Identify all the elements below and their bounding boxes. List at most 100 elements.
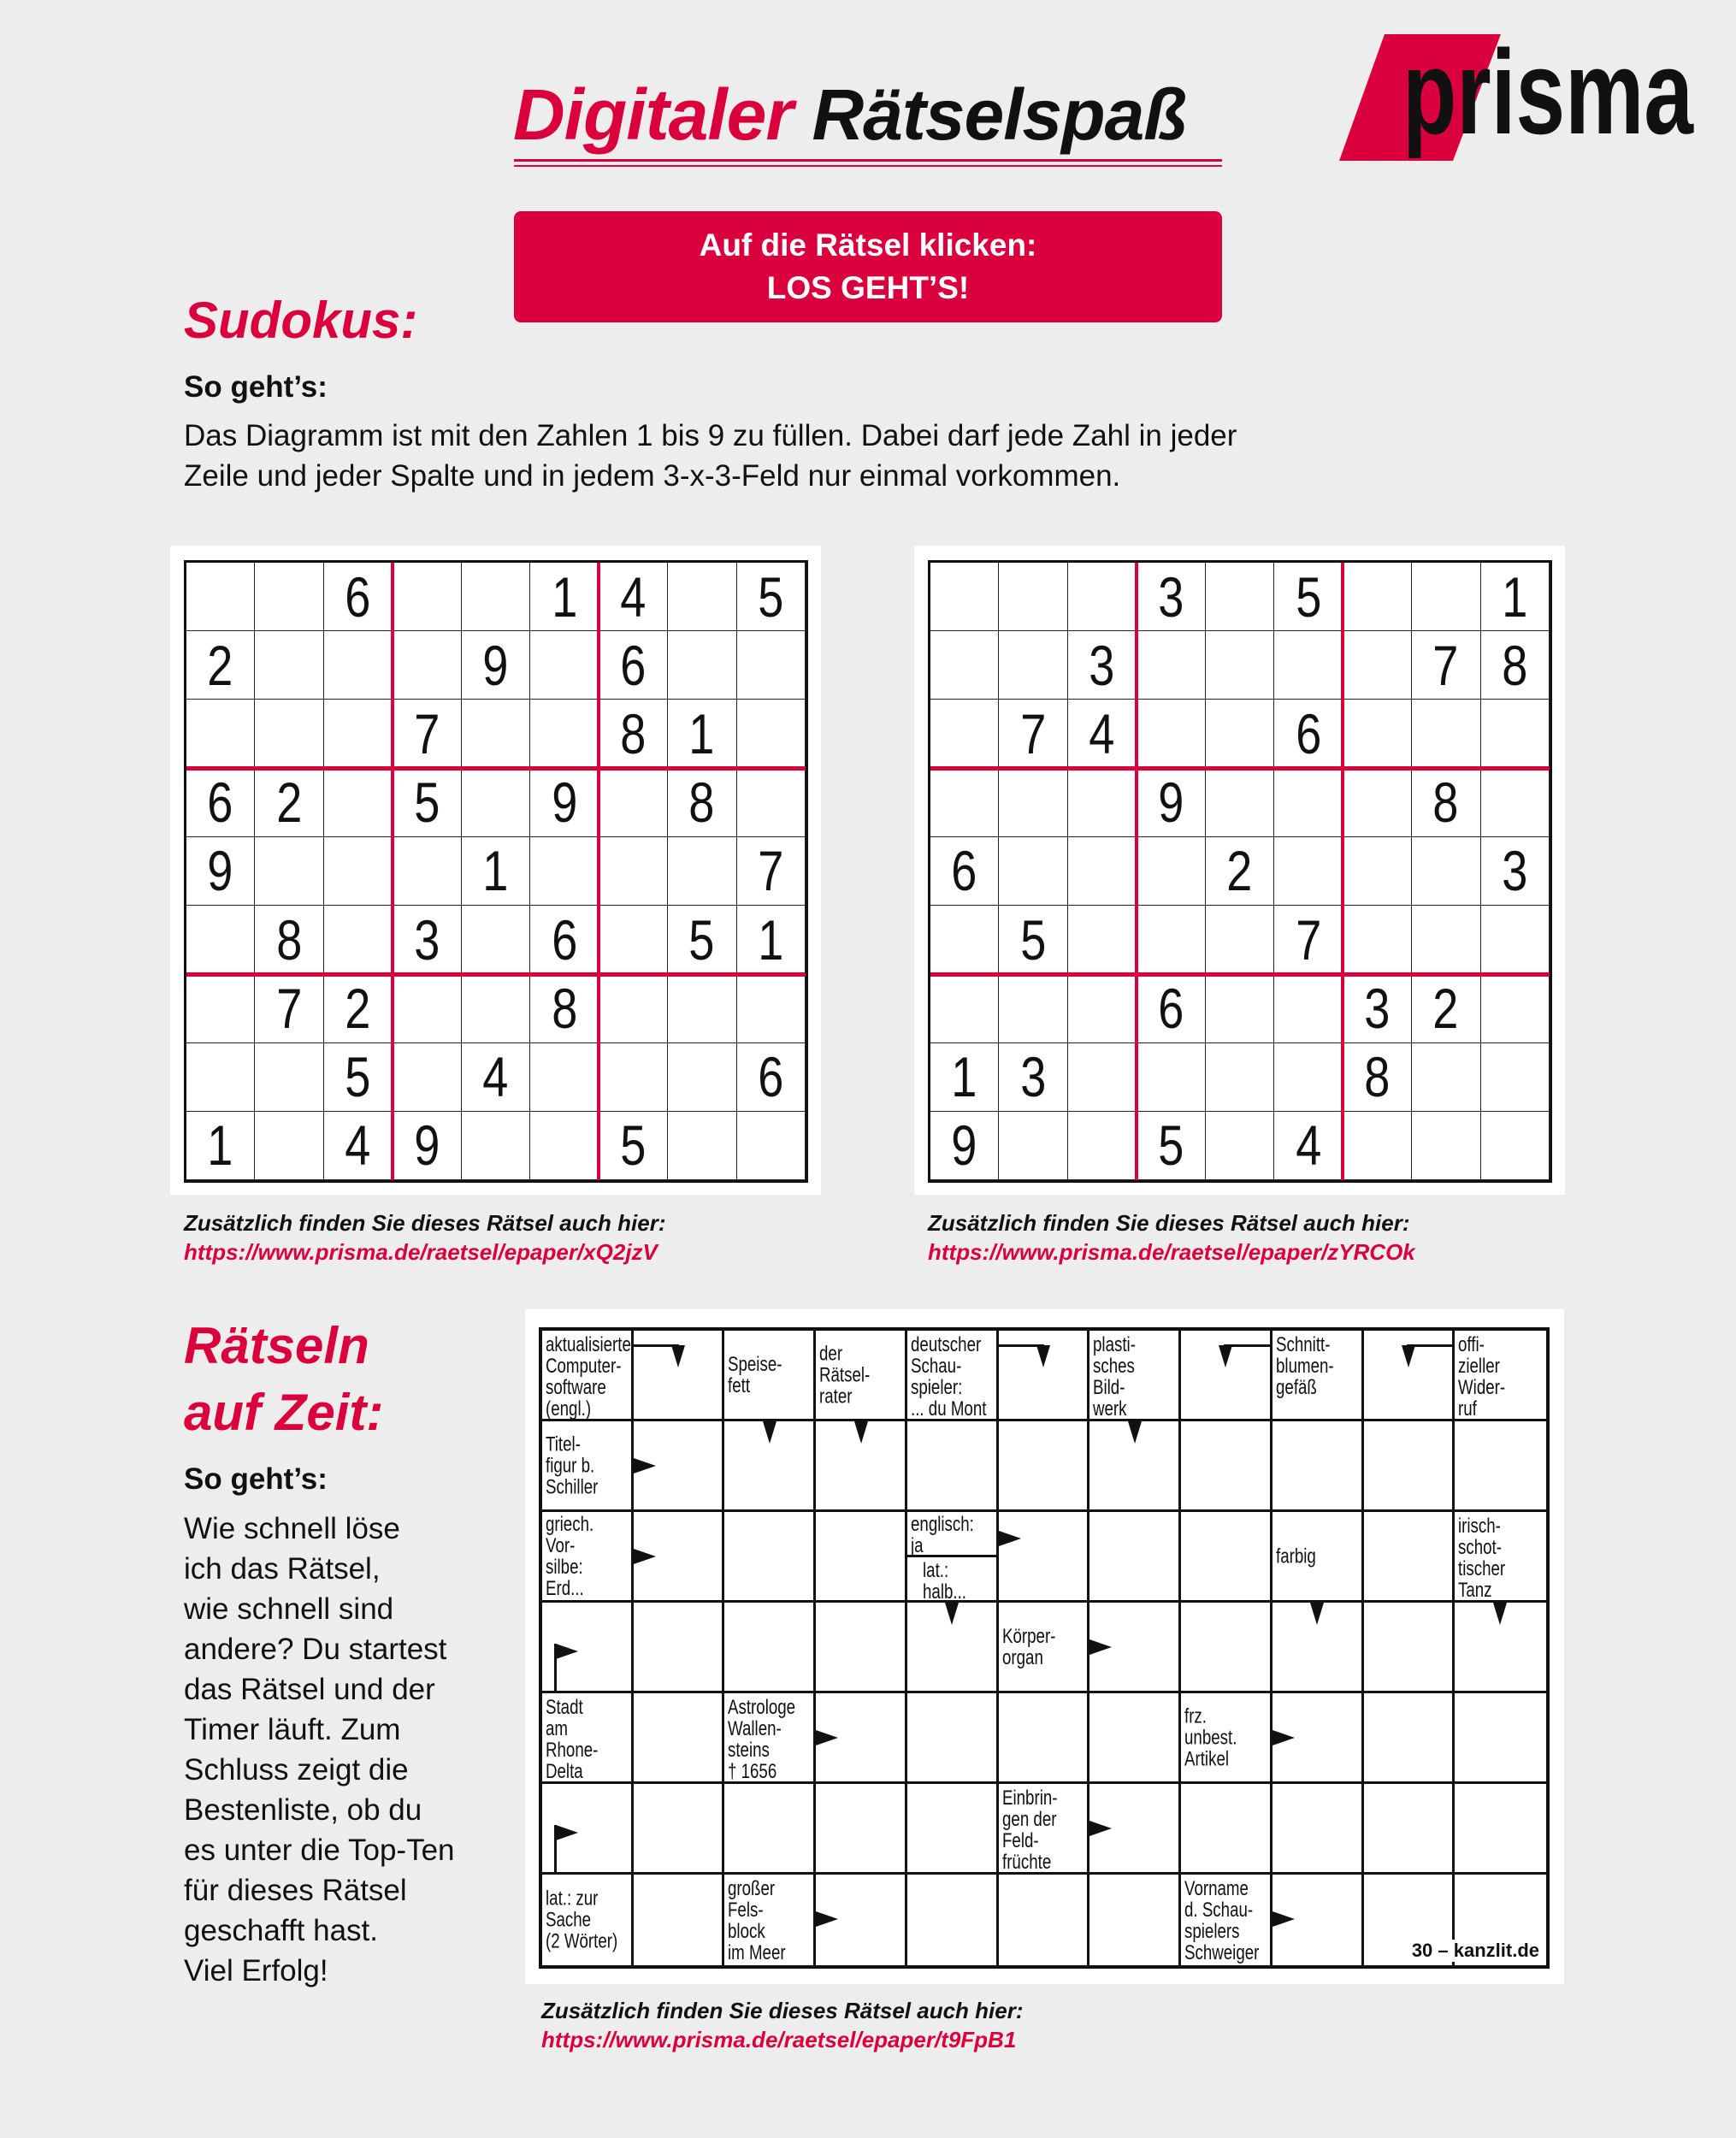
sudoku-cell[interactable]: 5 [1137, 1111, 1206, 1180]
sudoku-cell[interactable] [1205, 1111, 1275, 1180]
sudoku-cell[interactable]: 3 [1343, 974, 1413, 1043]
sudoku-cell[interactable] [1205, 974, 1275, 1043]
sudoku-cell[interactable] [1274, 836, 1343, 907]
sudoku-cell[interactable] [668, 974, 737, 1043]
sudoku-cell[interactable]: 8 [1412, 768, 1481, 837]
sudoku-cell[interactable] [530, 836, 599, 907]
sudoku-cell[interactable]: 2 [186, 631, 256, 700]
sudoku-cell[interactable]: 8 [530, 974, 599, 1043]
answer-cell[interactable] [1363, 1693, 1456, 1784]
answer-cell[interactable] [633, 1512, 725, 1603]
sudoku-cell[interactable] [1412, 1111, 1481, 1180]
answer-cell[interactable] [1181, 1603, 1272, 1693]
sudoku-cell[interactable] [1274, 974, 1343, 1043]
sudoku-cell[interactable] [930, 700, 1000, 769]
sudoku-cell[interactable]: 1 [1480, 563, 1550, 632]
answer-cell[interactable] [1089, 1421, 1182, 1512]
sudoku-1-link[interactable]: https://www.prisma.de/raetsel/epaper/xQ2… [184, 1239, 658, 1265]
answer-cell[interactable] [633, 1421, 725, 1512]
answer-cell[interactable] [998, 1693, 1090, 1784]
sudoku-cell[interactable] [1480, 906, 1550, 975]
sudoku-cell[interactable] [930, 974, 1000, 1043]
sudoku-cell[interactable]: 8 [1480, 631, 1550, 700]
sudoku-cell[interactable] [736, 631, 806, 700]
sudoku-cell[interactable] [599, 1042, 669, 1112]
sudoku-cell[interactable] [393, 1042, 462, 1112]
answer-cell[interactable] [633, 1784, 725, 1875]
sudoku-cell[interactable] [461, 563, 531, 632]
sudoku-cell[interactable] [1343, 768, 1413, 837]
sudoku-cell[interactable] [1205, 700, 1275, 769]
answer-cell[interactable] [816, 1603, 907, 1693]
sudoku-cell[interactable] [1343, 631, 1413, 700]
sudoku-cell[interactable]: 9 [186, 836, 256, 907]
sudoku-cell[interactable]: 3 [1480, 836, 1550, 907]
answer-cell[interactable] [999, 1875, 1090, 1965]
sudoku-cell[interactable] [1137, 906, 1206, 975]
sudoku-cell[interactable]: 8 [668, 768, 737, 837]
sudoku-cell[interactable] [1205, 1042, 1275, 1112]
sudoku-cell[interactable]: 2 [323, 974, 393, 1043]
answer-cell[interactable] [816, 1784, 907, 1875]
answer-cell[interactable] [1455, 1421, 1546, 1512]
answer-cell[interactable] [1181, 1784, 1272, 1875]
answer-cell[interactable] [634, 1875, 725, 1965]
sudoku-cell[interactable] [1205, 631, 1275, 700]
sudoku-cell[interactable]: 1 [930, 1042, 1000, 1112]
sudoku-cell[interactable]: 1 [736, 906, 806, 975]
answer-cell[interactable] [816, 1875, 907, 1965]
sudoku-cell[interactable]: 5 [668, 906, 737, 975]
sudoku-cell[interactable] [1480, 1042, 1550, 1112]
answer-cell[interactable] [816, 1512, 907, 1603]
answer-cell[interactable] [816, 1693, 907, 1784]
answer-cell[interactable] [1089, 1875, 1182, 1965]
sudoku-cell[interactable] [1343, 563, 1413, 632]
sudoku-cell[interactable] [1343, 906, 1413, 975]
sudoku-cell[interactable] [999, 836, 1068, 907]
sudoku-cell[interactable]: 4 [1274, 1111, 1343, 1180]
sudoku-cell[interactable] [1067, 1111, 1137, 1180]
answer-cell[interactable] [1363, 1512, 1456, 1603]
sudoku-cell[interactable] [186, 563, 256, 632]
sudoku-cell[interactable] [930, 768, 1000, 837]
sudoku-cell[interactable] [930, 631, 1000, 700]
answer-cell[interactable] [1455, 1693, 1546, 1784]
sudoku-cell[interactable] [1480, 974, 1550, 1043]
sudoku-cell[interactable] [668, 1111, 737, 1180]
sudoku-cell[interactable]: 5 [1274, 563, 1343, 632]
sudoku-cell[interactable] [1274, 631, 1343, 700]
sudoku-cell[interactable]: 5 [323, 1042, 393, 1112]
answer-cell[interactable] [724, 1512, 817, 1603]
sudoku-cell[interactable]: 4 [323, 1111, 393, 1180]
sudoku-cell[interactable]: 4 [461, 1042, 531, 1112]
sudoku-cell[interactable] [999, 974, 1068, 1043]
sudoku-cell[interactable] [1412, 563, 1481, 632]
sudoku-cell[interactable] [1067, 836, 1137, 907]
sudoku-cell[interactable]: 5 [999, 906, 1068, 975]
sudoku-cell[interactable] [1412, 1042, 1481, 1112]
sudoku-cell[interactable] [255, 836, 324, 907]
sudoku-cell[interactable] [255, 1111, 324, 1180]
sudoku-cell[interactable] [930, 563, 1000, 632]
sudoku-cell[interactable] [1067, 1042, 1137, 1112]
answer-cell[interactable] [1272, 1784, 1364, 1875]
sudoku-cell[interactable]: 2 [255, 768, 324, 837]
sudoku-cell[interactable]: 2 [1412, 974, 1481, 1043]
answer-cell[interactable] [1272, 1603, 1364, 1693]
sudoku-cell[interactable]: 8 [1343, 1042, 1413, 1112]
answer-cell[interactable] [1363, 1784, 1456, 1875]
sudoku-cell[interactable]: 2 [1205, 836, 1275, 907]
sudoku-cell[interactable]: 7 [393, 700, 462, 769]
sudoku-cell[interactable] [323, 906, 393, 975]
sudoku-cell[interactable]: 6 [186, 768, 256, 837]
answer-cell[interactable] [1181, 1421, 1272, 1512]
answer-cell[interactable] [906, 1421, 999, 1512]
sudoku-cell[interactable] [461, 768, 531, 837]
sudoku-cell[interactable] [255, 563, 324, 632]
sudoku-cell[interactable] [930, 906, 1000, 975]
sudoku-cell[interactable] [255, 631, 324, 700]
